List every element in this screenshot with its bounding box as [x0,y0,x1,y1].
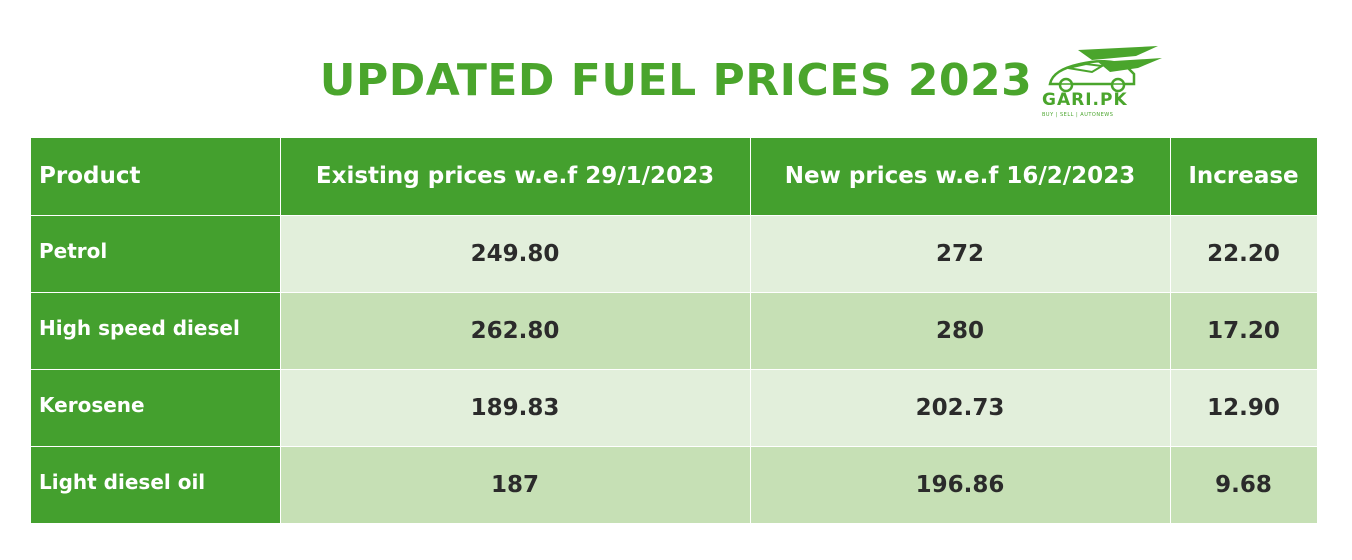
table-row: High speed diesel 262.80 280 17.20 [31,292,1318,370]
product-name: Light diesel oil [31,446,281,524]
existing-price: 189.83 [280,369,751,447]
price-increase: 12.90 [1170,369,1318,447]
product-name: High speed diesel [31,292,281,370]
car-logo-icon [1048,46,1162,93]
gari-pk-logo: GARI.PK BUY | SELL | AUTONEWS [1040,44,1166,120]
existing-price: 262.80 [280,292,751,370]
new-price: 202.73 [750,369,1171,447]
logo-name: GARI.PK [1042,90,1128,110]
header-product: Product [31,138,281,216]
logo-tagline: BUY | SELL | AUTONEWS [1042,112,1114,118]
table-row: Petrol 249.80 272 22.20 [31,215,1318,293]
page-title-text: UPDATED FUEL PRICES 2023 [319,54,1033,106]
header-new-price: New prices w.e.f 16/2/2023 [750,138,1171,216]
new-price: 280 [750,292,1171,370]
price-increase: 9.68 [1170,446,1318,524]
product-name: Petrol [31,215,281,293]
new-price: 196.86 [750,446,1171,524]
table-row: Light diesel oil 187 196.86 9.68 [31,446,1318,524]
fuel-prices-table: Product Existing prices w.e.f 29/1/2023 … [31,138,1318,524]
new-price: 272 [750,215,1171,293]
table-row: Kerosene 189.83 202.73 12.90 [31,369,1318,447]
price-increase: 17.20 [1170,292,1318,370]
existing-price: 249.80 [280,215,751,293]
header-increase: Increase [1170,138,1318,216]
product-name: Kerosene [31,369,281,447]
existing-price: 187 [280,446,751,524]
header-existing-price: Existing prices w.e.f 29/1/2023 [280,138,751,216]
page-title: UPDATED FUEL PRICES 2023 [0,52,1352,106]
table-header-row: Product Existing prices w.e.f 29/1/2023 … [31,138,1318,216]
price-increase: 22.20 [1170,215,1318,293]
